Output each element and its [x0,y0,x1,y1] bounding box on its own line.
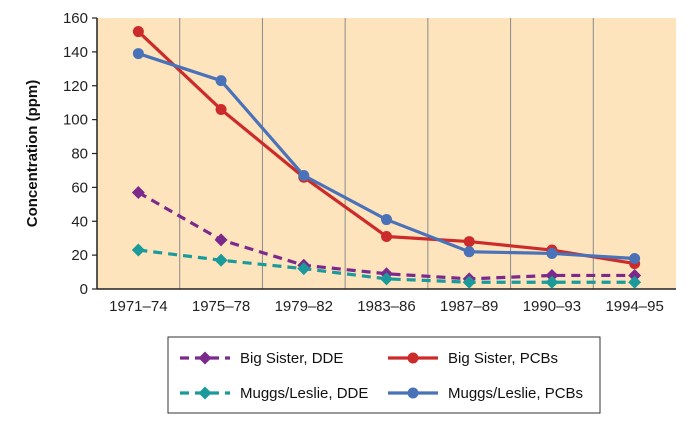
x-tick-label: 1987–89 [440,298,498,315]
data-point [131,185,145,199]
data-point [628,275,642,289]
data-point [463,246,475,258]
data-point [214,253,228,267]
data-point [381,214,392,226]
data-point [407,387,419,399]
x-tick-label: 1971–74 [109,298,167,315]
legend-label: Muggs/Leslie, PCBs [448,385,583,402]
data-point [198,386,212,400]
data-point [545,268,559,282]
data-point [628,268,642,282]
y-tick-label: 120 [63,78,88,95]
data-point [629,253,641,265]
y-tick-label: 60 [71,179,88,196]
y-tick-label: 20 [71,247,88,264]
data-point [198,351,212,365]
legend: Big Sister, DDE Muggs/Leslie, DDE Big Sist… [167,336,601,414]
series-layer [131,26,642,289]
data-point [407,352,419,364]
legend-label: Big Sister, DDE [240,350,343,367]
data-point [381,230,392,242]
data-point [297,262,311,276]
data-point [215,75,227,87]
y-tick-label: 140 [63,44,88,61]
data-point [380,272,393,286]
legend-entry: Muggs/Leslie, PCBs [388,385,583,402]
legend-entry: Big Sister, PCBs [388,350,558,367]
y-tick-label: 0 [80,281,88,298]
y-tick-label: 80 [71,146,88,163]
y-tick-label: 160 [63,10,88,27]
legend-entry: Big Sister, DDE [180,350,343,367]
data-point [132,48,144,60]
data-point [132,26,144,38]
data-point [462,275,476,289]
data-point [131,243,145,257]
y-tick-label: 100 [63,112,88,129]
data-point [463,236,475,248]
data-point [215,103,227,115]
series-2 [131,243,642,289]
x-tick-label: 1990–93 [523,298,581,315]
x-tick-label: 1994–95 [605,298,663,315]
plot-area [97,18,676,289]
data-point [545,275,559,289]
data-point [546,247,558,259]
x-tick-label: 1983–86 [357,298,415,315]
y-axis-ticks: 0 20 40 60 80 100 120 140 160 [63,10,97,298]
legend-label: Muggs/Leslie, DDE [240,385,368,402]
x-tick-label: 1975–78 [192,298,250,315]
series-4 [132,48,641,265]
x-axis-ticks: 1971–74 1975–78 1979–82 1983–86 1987–89 1990–… [109,298,664,315]
legend-box [167,336,601,414]
data-point [298,170,310,182]
data-point [214,233,228,247]
legend-entry: Muggs/Leslie, DDE [180,385,368,402]
x-tick-label: 1979–82 [275,298,333,315]
y-axis-label: Concentration (ppm) [24,80,41,228]
y-tick-label: 40 [71,213,88,230]
legend-label: Big Sister, PCBs [448,350,558,367]
